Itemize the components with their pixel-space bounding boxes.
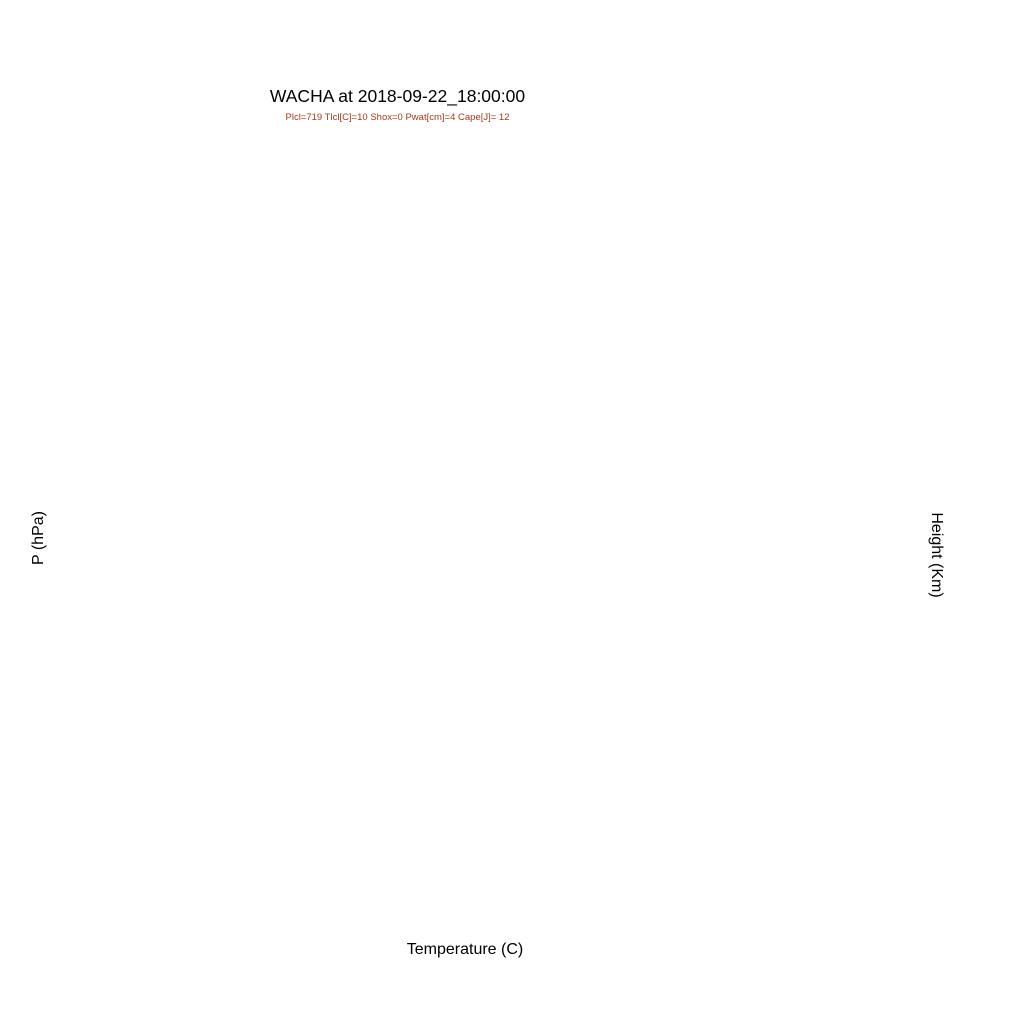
chart-subtitle: Plcl=719 Tlcl[C]=10 Shox=0 Pwat[cm]=4 Ca… <box>285 112 510 123</box>
height-axis-title: Height (Km) <box>928 512 945 598</box>
temperature-axis-title: Temperature (C) <box>406 941 524 958</box>
chart-title: WACHA at 2018-09-22_18:00:00 <box>269 86 526 106</box>
pressure-axis-title: P (hPa) <box>30 511 47 565</box>
